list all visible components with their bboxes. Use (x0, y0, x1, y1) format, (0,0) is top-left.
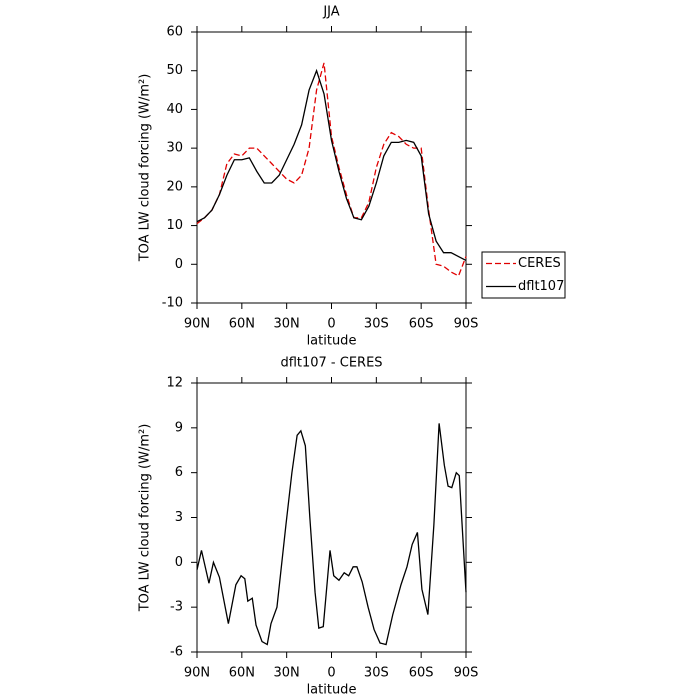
plot-frame (196, 31, 467, 304)
y-tick-label: 20 (166, 179, 183, 194)
y-tick-label: -3 (170, 600, 183, 615)
x-tick-label: 90S (454, 317, 479, 332)
y-tick-label: 3 (175, 510, 183, 525)
y-tick-label: 6 (175, 465, 183, 480)
chart-title: dflt107 - CERES (280, 356, 382, 371)
y-axis-label: TOA LW cloud forcing (W/m²) (138, 74, 153, 263)
y-tick-label: -10 (162, 296, 183, 311)
y-tick-label: 0 (175, 555, 183, 570)
data-line (196, 423, 467, 646)
data-line (196, 68, 467, 261)
y-tick-label: 30 (166, 141, 183, 156)
x-tick-label: 90N (184, 666, 210, 681)
y-axis-label: TOA LW cloud forcing (W/m²) (138, 424, 153, 613)
plot-frame (196, 382, 467, 653)
legend-label: dflt107 (518, 279, 564, 294)
x-axis-label: latitude (307, 334, 357, 349)
x-axis-label: latitude (307, 683, 357, 698)
chart-title: JJA (322, 5, 339, 20)
x-tick-label: 0 (327, 666, 335, 681)
y-tick-label: 0 (175, 257, 183, 272)
y-tick-label: 50 (166, 63, 183, 78)
y-tick-label: 40 (166, 102, 183, 117)
x-tick-label: 30N (274, 317, 300, 332)
y-tick-label: -6 (170, 645, 183, 660)
legend-box (481, 251, 566, 299)
legend-label: CERES (518, 256, 561, 271)
x-tick-label: 60S (409, 317, 434, 332)
x-tick-label: 30N (274, 666, 300, 681)
y-tick-label: 9 (175, 420, 183, 435)
x-tick-label: 30S (364, 317, 389, 332)
data-line (196, 62, 467, 277)
x-tick-label: 60S (409, 666, 434, 681)
x-tick-label: 90N (184, 317, 210, 332)
x-tick-label: 60N (229, 666, 255, 681)
y-tick-label: 10 (166, 218, 183, 233)
x-tick-label: 0 (327, 317, 335, 332)
y-tick-label: 60 (166, 25, 183, 40)
y-tick-label: 12 (166, 376, 183, 391)
x-tick-label: 60N (229, 317, 255, 332)
x-tick-label: 90S (454, 666, 479, 681)
x-tick-label: 30S (364, 666, 389, 681)
